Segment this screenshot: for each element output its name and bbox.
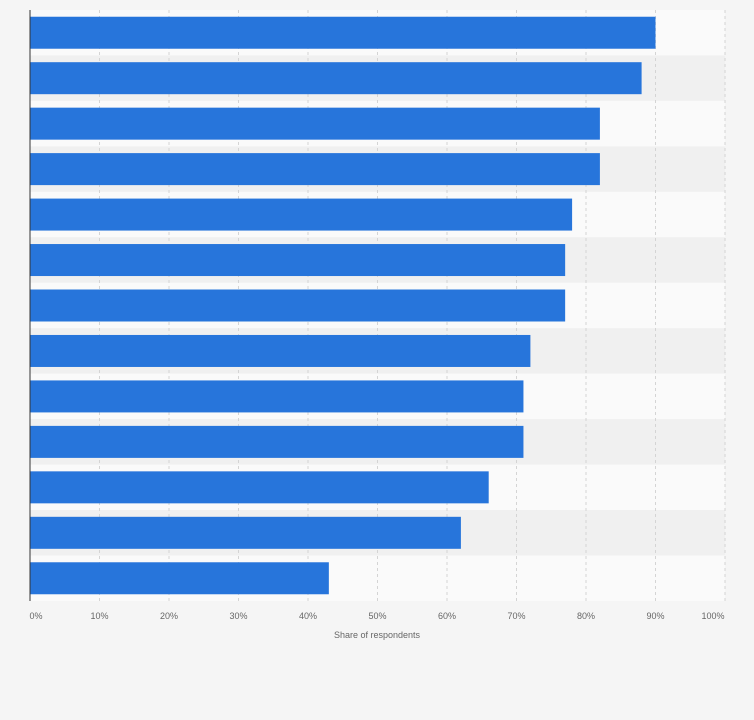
- bar: [30, 334, 531, 367]
- bar: [30, 516, 461, 549]
- x-tick-label: 100%: [701, 611, 724, 621]
- bar: [30, 425, 524, 458]
- bar: [30, 107, 600, 140]
- x-tick-label: 60%: [438, 611, 456, 621]
- bar: [30, 562, 329, 595]
- bar: [30, 244, 566, 277]
- x-tick-label: 0%: [29, 611, 42, 621]
- x-tick-label: 50%: [368, 611, 386, 621]
- bar: [30, 471, 489, 504]
- bar: [30, 16, 656, 49]
- bar: [30, 289, 566, 322]
- x-tick-label: 90%: [646, 611, 664, 621]
- bar: [30, 62, 642, 95]
- x-tick-label: 70%: [507, 611, 525, 621]
- bar: [30, 380, 524, 413]
- bars: [30, 16, 656, 595]
- x-tick-label: 20%: [160, 611, 178, 621]
- x-axis-title: Share of respondents: [334, 630, 421, 640]
- bar: [30, 198, 573, 231]
- bar: [30, 153, 600, 186]
- x-tick-label: 10%: [90, 611, 108, 621]
- x-tick-label: 80%: [577, 611, 595, 621]
- x-tick-label: 40%: [299, 611, 317, 621]
- x-tick-label: 30%: [229, 611, 247, 621]
- x-axis-ticks: 0% 10% 20% 30% 40% 50% 60% 70% 80% 90% 100%: [29, 611, 724, 621]
